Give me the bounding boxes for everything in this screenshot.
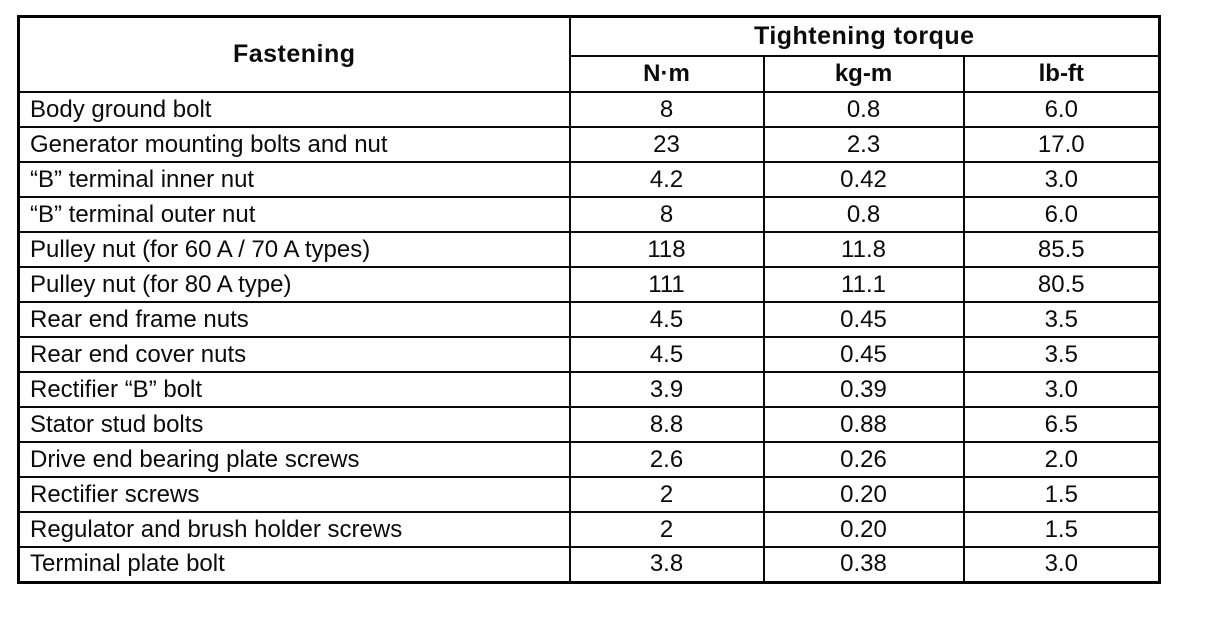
fastening-cell: Rear end frame nuts bbox=[17, 301, 571, 338]
tightening-torque-table: Fastening Tightening torque N·m kg-m lb-… bbox=[17, 15, 1162, 584]
fastening-cell: Rectifier “B” bolt bbox=[17, 371, 571, 408]
torque-nm-cell: 8.8 bbox=[568, 406, 765, 443]
table-row: Pulley nut (for 80 A type) 111 11.1 80.5 bbox=[17, 266, 1161, 303]
torque-kgm-cell: 0.8 bbox=[762, 196, 965, 233]
table-row: Pulley nut (for 60 A / 70 A types) 118 1… bbox=[17, 231, 1161, 268]
torque-lbft-cell: 1.5 bbox=[962, 511, 1161, 548]
torque-nm-cell: 4.5 bbox=[568, 336, 765, 373]
fastening-cell: Rear end cover nuts bbox=[17, 336, 571, 373]
column-header-fastening: Fastening bbox=[17, 15, 571, 93]
torque-kgm-cell: 0.20 bbox=[762, 511, 965, 548]
table-row: Stator stud bolts 8.8 0.88 6.5 bbox=[17, 406, 1161, 443]
torque-kgm-cell: 0.88 bbox=[762, 406, 965, 443]
torque-kgm-cell: 11.1 bbox=[762, 266, 965, 303]
torque-nm-cell: 2.6 bbox=[568, 441, 765, 478]
fastening-cell: Drive end bearing plate screws bbox=[17, 441, 571, 478]
torque-lbft-cell: 17.0 bbox=[962, 126, 1161, 163]
torque-lbft-cell: 3.0 bbox=[962, 161, 1161, 198]
group-header-row: Fastening Tightening torque bbox=[17, 15, 1161, 93]
torque-kgm-cell: 0.26 bbox=[762, 441, 965, 478]
fastening-cell: Pulley nut (for 80 A type) bbox=[17, 266, 571, 303]
fastening-cell: “B” terminal outer nut bbox=[17, 196, 571, 233]
torque-nm-cell: 2 bbox=[568, 511, 765, 548]
torque-kgm-cell: 0.20 bbox=[762, 476, 965, 513]
torque-lbft-cell: 3.0 bbox=[962, 371, 1161, 408]
torque-nm-cell: 8 bbox=[568, 196, 765, 233]
column-header-lbft: lb-ft bbox=[962, 55, 1161, 93]
torque-lbft-cell: 2.0 bbox=[962, 441, 1161, 478]
torque-nm-cell: 4.5 bbox=[568, 301, 765, 338]
table-row: Rectifier screws 2 0.20 1.5 bbox=[17, 476, 1161, 513]
unit-header-row: N·m kg-m lb-ft bbox=[19, 55, 1161, 93]
torque-lbft-cell: 85.5 bbox=[962, 231, 1161, 268]
torque-lbft-cell: 1.5 bbox=[962, 476, 1161, 513]
torque-kgm-cell: 0.42 bbox=[762, 161, 965, 198]
table-row: Rear end cover nuts 4.5 0.45 3.5 bbox=[17, 336, 1161, 373]
torque-lbft-cell: 3.5 bbox=[962, 336, 1161, 373]
torque-lbft-cell: 6.0 bbox=[962, 196, 1161, 233]
fastening-cell: “B” terminal inner nut bbox=[17, 161, 571, 198]
table-row: Terminal plate bolt 3.8 0.38 3.0 bbox=[17, 546, 1161, 583]
fastening-cell: Terminal plate bolt bbox=[17, 546, 571, 583]
column-group-header-tightening-torque: Tightening torque bbox=[568, 15, 1161, 57]
torque-nm-cell: 3.9 bbox=[568, 371, 765, 408]
fastening-cell: Rectifier screws bbox=[17, 476, 571, 513]
torque-nm-cell: 118 bbox=[568, 231, 765, 268]
table-row: Body ground bolt 8 0.8 6.0 bbox=[17, 91, 1161, 128]
torque-kgm-cell: 0.8 bbox=[762, 91, 965, 128]
torque-kgm-cell: 0.45 bbox=[762, 336, 965, 373]
fastening-cell: Body ground bolt bbox=[17, 91, 571, 128]
table-row: Drive end bearing plate screws 2.6 0.26 … bbox=[17, 441, 1161, 478]
torque-kgm-cell: 11.8 bbox=[762, 231, 965, 268]
torque-lbft-cell: 3.0 bbox=[962, 546, 1161, 583]
fastening-cell: Pulley nut (for 60 A / 70 A types) bbox=[17, 231, 571, 268]
table-row: “B” terminal inner nut 4.2 0.42 3.0 bbox=[17, 161, 1161, 198]
table-row: Rear end frame nuts 4.5 0.45 3.5 bbox=[17, 301, 1161, 338]
torque-kgm-cell: 0.38 bbox=[762, 546, 965, 583]
fastening-cell: Regulator and brush holder screws bbox=[17, 511, 571, 548]
fastening-cell: Generator mounting bolts and nut bbox=[17, 126, 571, 163]
torque-nm-cell: 4.2 bbox=[568, 161, 765, 198]
torque-kgm-cell: 0.39 bbox=[762, 371, 965, 408]
torque-nm-cell: 23 bbox=[568, 126, 765, 163]
torque-nm-cell: 8 bbox=[568, 91, 765, 128]
torque-nm-cell: 2 bbox=[568, 476, 765, 513]
table-row: “B” terminal outer nut 8 0.8 6.0 bbox=[17, 196, 1161, 233]
table-row: Regulator and brush holder screws 2 0.20… bbox=[17, 511, 1161, 548]
torque-kgm-cell: 2.3 bbox=[762, 126, 965, 163]
table-row: Generator mounting bolts and nut 23 2.3 … bbox=[17, 126, 1161, 163]
torque-lbft-cell: 6.0 bbox=[962, 91, 1161, 128]
torque-nm-cell: 3.8 bbox=[568, 546, 765, 583]
column-header-kgm: kg-m bbox=[762, 55, 965, 93]
fastening-cell: Stator stud bolts bbox=[17, 406, 571, 443]
torque-lbft-cell: 80.5 bbox=[962, 266, 1161, 303]
table-row: Rectifier “B” bolt 3.9 0.39 3.0 bbox=[17, 371, 1161, 408]
torque-lbft-cell: 3.5 bbox=[962, 301, 1161, 338]
torque-lbft-cell: 6.5 bbox=[962, 406, 1161, 443]
torque-nm-cell: 111 bbox=[568, 266, 765, 303]
column-header-nm: N·m bbox=[568, 55, 765, 93]
torque-kgm-cell: 0.45 bbox=[762, 301, 965, 338]
